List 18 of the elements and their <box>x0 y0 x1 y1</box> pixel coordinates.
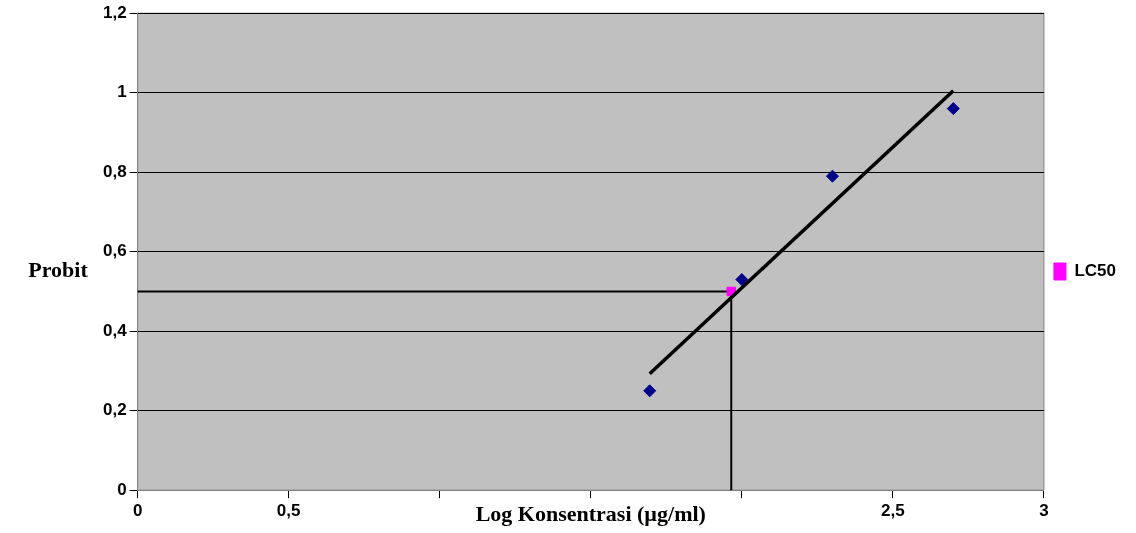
legend-label: LC50 <box>1074 261 1117 281</box>
point <box>946 102 960 116</box>
x-tick-label: 2,5 <box>881 501 905 521</box>
y-tick-label: 0,6 <box>102 241 127 261</box>
y-tick-label: 0,4 <box>102 320 128 340</box>
x-tick-label: 0 <box>132 501 143 521</box>
point <box>643 384 657 398</box>
y-tick-label: 0 <box>117 479 127 499</box>
x-tick-label: 0,5 <box>276 501 301 521</box>
point <box>735 273 749 287</box>
y-tick-label: 0,2 <box>102 400 127 420</box>
y-axis-title: Probit <box>28 257 89 283</box>
y-tick-label: 1 <box>117 82 127 102</box>
point <box>825 169 839 183</box>
x-axis-title: Log Konsentrasi (µg/ml) <box>475 501 706 527</box>
y-tick-label: 0,8 <box>102 161 127 181</box>
y-tick-label: 1,2 <box>102 2 127 22</box>
x-tick-label: 3 <box>1039 501 1049 521</box>
